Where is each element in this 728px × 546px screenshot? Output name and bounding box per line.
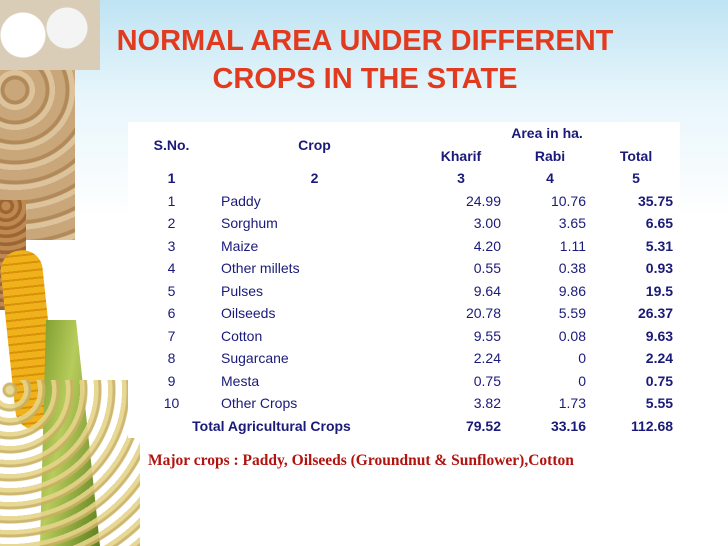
crop-cell: Oilseeds — [214, 302, 415, 326]
sno-cell: 7 — [128, 324, 215, 348]
header-kharif: Kharif — [414, 144, 508, 168]
index-cell: 5 — [591, 167, 681, 191]
crop-imagery — [0, 0, 140, 546]
rabi-cell: 1.11 — [507, 234, 593, 258]
table-row: 10 Other Crops 3.82 1.73 5.55 — [128, 392, 681, 416]
kharif-cell: 9.55 — [414, 324, 508, 348]
table-row: 7 Cotton 9.55 0.08 9.63 — [128, 324, 681, 348]
column-index-row: 1 2 3 4 5 — [128, 167, 681, 191]
rabi-cell: 0.08 — [507, 324, 593, 348]
total-label: Total Agricultural Crops — [128, 414, 415, 438]
rabi-cell: 0 — [507, 369, 593, 393]
total-cell: 0.75 — [591, 369, 681, 393]
header-total: Total — [591, 144, 681, 168]
kharif-cell: 3.00 — [414, 212, 508, 236]
kharif-cell: 0.55 — [414, 257, 508, 281]
total-cell: 6.65 — [591, 212, 681, 236]
rabi-cell: 0.38 — [507, 257, 593, 281]
crop-cell: Mesta — [214, 369, 415, 393]
header-crop: Crop — [214, 122, 415, 168]
kharif-cell: 9.64 — [414, 279, 508, 303]
sno-cell: 9 — [128, 369, 215, 393]
index-cell: 2 — [214, 167, 415, 191]
table-row: 8 Sugarcane 2.24 0 2.24 — [128, 347, 681, 371]
crop-area-table: S.No. Crop Area in ha. Kharif Rabi Total… — [128, 122, 681, 438]
table-row: 9 Mesta 0.75 0 0.75 — [128, 369, 681, 393]
total-cell: 5.55 — [591, 392, 681, 416]
table-row: 2 Sorghum 3.00 3.65 6.65 — [128, 212, 681, 236]
sno-cell: 10 — [128, 392, 215, 416]
table-row: 5 Pulses 9.64 9.86 19.5 — [128, 279, 681, 303]
kharif-cell: 24.99 — [414, 189, 508, 213]
index-cell: 3 — [414, 167, 508, 191]
total-cell: 9.63 — [591, 324, 681, 348]
crop-cell: Paddy — [214, 189, 415, 213]
index-cell: 1 — [128, 167, 215, 191]
sno-cell: 5 — [128, 279, 215, 303]
table-row: 1 Paddy 24.99 10.76 35.75 — [128, 189, 681, 213]
crop-cell: Other millets — [214, 257, 415, 281]
rabi-cell: 10.76 — [507, 189, 593, 213]
crop-cell: Other Crops — [214, 392, 415, 416]
sno-cell: 3 — [128, 234, 215, 258]
total-rabi: 33.16 — [507, 414, 593, 438]
crop-cell: Sugarcane — [214, 347, 415, 371]
rabi-cell: 5.59 — [507, 302, 593, 326]
total-total: 112.68 — [591, 414, 681, 438]
rabi-cell: 1.73 — [507, 392, 593, 416]
kharif-cell: 0.75 — [414, 369, 508, 393]
table-row: 4 Other millets 0.55 0.38 0.93 — [128, 257, 681, 281]
sno-cell: 6 — [128, 302, 215, 326]
rabi-cell: 3.65 — [507, 212, 593, 236]
crop-cell: Cotton — [214, 324, 415, 348]
index-cell: 4 — [507, 167, 593, 191]
kharif-cell: 20.78 — [414, 302, 508, 326]
sno-cell: 8 — [128, 347, 215, 371]
kharif-cell: 2.24 — [414, 347, 508, 371]
crop-cell: Sorghum — [214, 212, 415, 236]
sno-cell: 4 — [128, 257, 215, 281]
header-sno: S.No. — [128, 122, 215, 168]
table-row: 6 Oilseeds 20.78 5.59 26.37 — [128, 302, 681, 326]
crop-cell: Maize — [214, 234, 415, 258]
header-area-group: Area in ha. — [413, 122, 681, 146]
total-kharif: 79.52 — [414, 414, 508, 438]
total-cell: 19.5 — [591, 279, 681, 303]
total-cell: 0.93 — [591, 257, 681, 281]
crop-cell: Pulses — [214, 279, 415, 303]
total-cell: 35.75 — [591, 189, 681, 213]
kharif-cell: 3.82 — [414, 392, 508, 416]
header-rabi: Rabi — [507, 144, 593, 168]
sno-cell: 2 — [128, 212, 215, 236]
table-row: 3 Maize 4.20 1.11 5.31 — [128, 234, 681, 258]
total-cell: 26.37 — [591, 302, 681, 326]
total-cell: 5.31 — [591, 234, 681, 258]
total-cell: 2.24 — [591, 347, 681, 371]
cotton-image — [0, 0, 100, 70]
rabi-cell: 9.86 — [507, 279, 593, 303]
kharif-cell: 4.20 — [414, 234, 508, 258]
major-crops-note: Major crops : Paddy, Oilseeds (Groundnut… — [148, 452, 574, 469]
paddy-grain-image — [0, 380, 140, 546]
sno-cell: 1 — [128, 189, 215, 213]
total-row: Total Agricultural Crops 79.52 33.16 112… — [128, 414, 681, 438]
rabi-cell: 0 — [507, 347, 593, 371]
slide-title: NORMAL AREA UNDER DIFFERENT CROPS IN THE… — [116, 25, 614, 95]
